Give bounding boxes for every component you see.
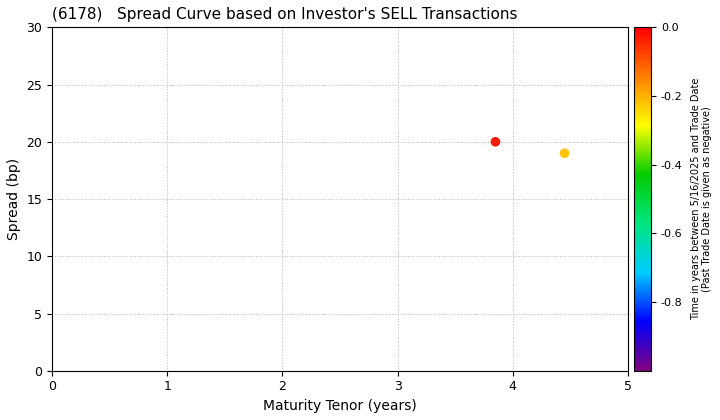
Point (559, 150, 570, 157)
Y-axis label: Time in years between 5/16/2025 and Trade Date
(Past Trade Date is given as nega: Time in years between 5/16/2025 and Trad… (691, 78, 713, 320)
Text: (6178)   Spread Curve based on Investor's SELL Transactions: (6178) Spread Curve based on Investor's … (52, 7, 518, 22)
Y-axis label: Spread (bp): Spread (bp) (7, 158, 21, 240)
X-axis label: Maturity Tenor (years): Maturity Tenor (years) (263, 399, 417, 413)
Point (490, 139, 501, 145)
